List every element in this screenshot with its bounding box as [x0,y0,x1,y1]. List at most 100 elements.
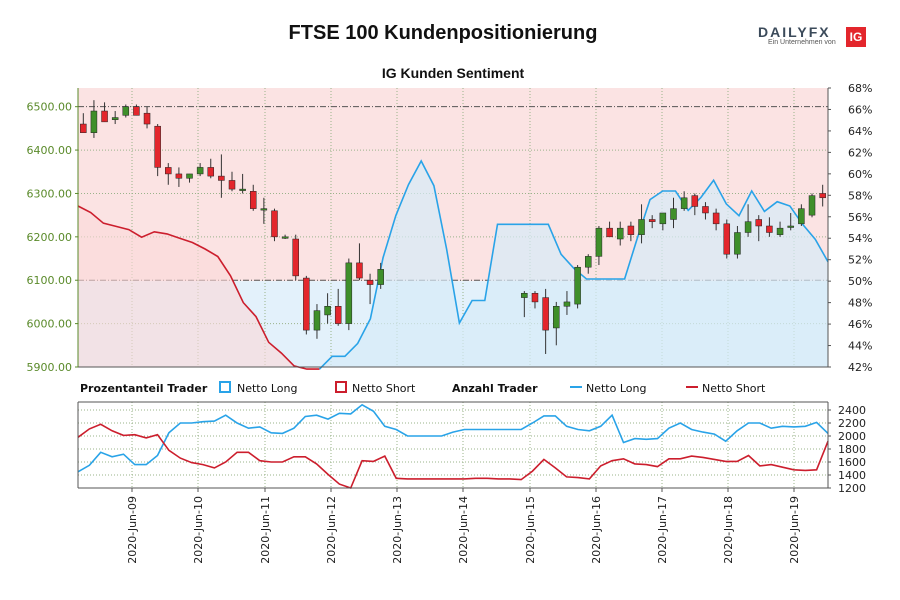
candle-body-down [154,125,161,168]
candlesticks [80,100,826,354]
sentiment-long-fill [319,161,828,370]
legend-percent-long-swatch [219,381,231,393]
count-tick-label: 1800 [838,443,866,456]
date-tick-label: 2020-Jun-15 [524,496,537,564]
count-lines [77,403,829,490]
candle-body-up [260,208,268,211]
count-tick-label: 2200 [838,417,866,430]
count-tick-label: 2000 [838,430,866,443]
candle-body-up [616,227,624,240]
price-tick-label: 5900.00 [27,361,73,374]
candle-body-down [356,262,363,279]
candle-body-up [521,292,528,298]
candle-body-up [90,110,98,133]
candle-body-up [659,212,667,225]
percent-tick-label: 58% [848,189,872,202]
candle-body-down [292,238,299,277]
legend-count-long-label: Netto Long [586,382,646,395]
percent-tick-label: 46% [848,318,872,331]
percent-tick-label: 44% [848,340,872,353]
sentiment-short-fill [78,206,320,370]
candle-body-down [334,306,342,324]
candle-body-up [186,173,193,179]
percent-tick-label: 66% [848,103,872,116]
candle-body-down [712,212,720,225]
candle-body-down [218,175,225,181]
candle-body-up [281,236,289,239]
candle-body-down [723,223,731,255]
candle-body-down [228,180,236,190]
candle-body-up [585,256,592,268]
count-tick-label: 1400 [838,469,866,482]
logo-wordmark: DAILYFX [758,24,831,40]
candle-body-up [808,195,816,216]
legend-percent-short-label: Netto Short [352,382,416,395]
percent-tick-label: 68% [848,82,872,95]
legend-percent-short-swatch [335,381,347,393]
count-long-line [77,403,829,473]
candle-body-down [366,279,374,285]
chart-title: FTSE 100 Kundenpositionierung [288,22,598,44]
date-tick-label: 2020-Jun-13 [391,496,404,564]
percent-tick-label: 48% [848,297,872,310]
candle-body-down [165,167,172,175]
percent-tick-label: 64% [848,125,872,138]
count-gridlines [78,402,828,489]
percent-tick-label: 50% [848,275,872,288]
candle-body-up [377,269,384,285]
price-axes: 6500.00 6400.00 6300.00 6200.00 6100.00 6000.… [27,82,873,374]
percent-tick-label: 60% [848,168,872,181]
candle-body-down [175,173,183,179]
sentiment-short-line [77,205,320,370]
count-tick-label: 2400 [838,404,866,417]
date-tick-label: 2020-Jun-10 [192,496,205,564]
percent-tick-label: 54% [848,232,872,245]
date-tick-label: 2020-Jun-16 [590,496,603,564]
date-tick-label: 2020-Jun-11 [259,496,272,564]
date-tick-label: 2020-Jun-09 [126,496,139,564]
candle-body-down [819,193,826,199]
candle-body-up [111,117,119,120]
candle-body-up [776,227,784,235]
date-tick-label: 2020-Jun-12 [325,496,338,564]
candle-body-up [122,106,130,116]
price-tick-label: 6000.00 [27,318,73,331]
candle-body-up [638,219,645,235]
dailyfx-logo: DAILYFX Ein Unternehmen von IG [758,24,868,50]
price-tick-label: 6400.00 [27,144,73,157]
percent-tick-label: 42% [848,361,872,374]
date-tick-label: 2020-Jun-18 [722,496,735,564]
candle-body-down [627,225,635,235]
count-short-line [77,423,829,490]
candle-body-up [670,208,677,220]
date-tick-label: 2020-Jun-17 [656,496,669,564]
legend-count-short-label: Netto Short [702,382,766,395]
candle-body-up [798,208,805,225]
candle-body-down [531,292,539,303]
candle-body-up [574,266,581,305]
candle-body-up [345,262,353,324]
candle-body-down [691,195,699,207]
price-tick-label: 6100.00 [27,274,73,287]
count-tick-label: 1200 [838,482,866,495]
candle-body-up [680,197,688,209]
candle-body-down [303,277,310,331]
ig-logo-icon: IG [846,27,866,47]
candle-body-up [595,227,603,257]
candle-body-down [606,227,613,238]
date-tick-label: 2020-Jun-14 [457,496,470,564]
percent-tick-label: 62% [848,146,872,159]
candle-body-up [553,306,560,329]
candle-body-down [648,219,656,222]
candle-body-down [80,123,87,133]
percent-tick-label: 56% [848,211,872,224]
candle-body-up [734,232,741,255]
price-tick-label: 6200.00 [27,231,73,244]
candle-body-down [271,210,278,238]
candle-body-up [313,310,321,331]
date-tick-label: 2020-Jun-19 [788,496,801,564]
candle-body-down [542,297,549,331]
candle-body-up [239,188,246,191]
